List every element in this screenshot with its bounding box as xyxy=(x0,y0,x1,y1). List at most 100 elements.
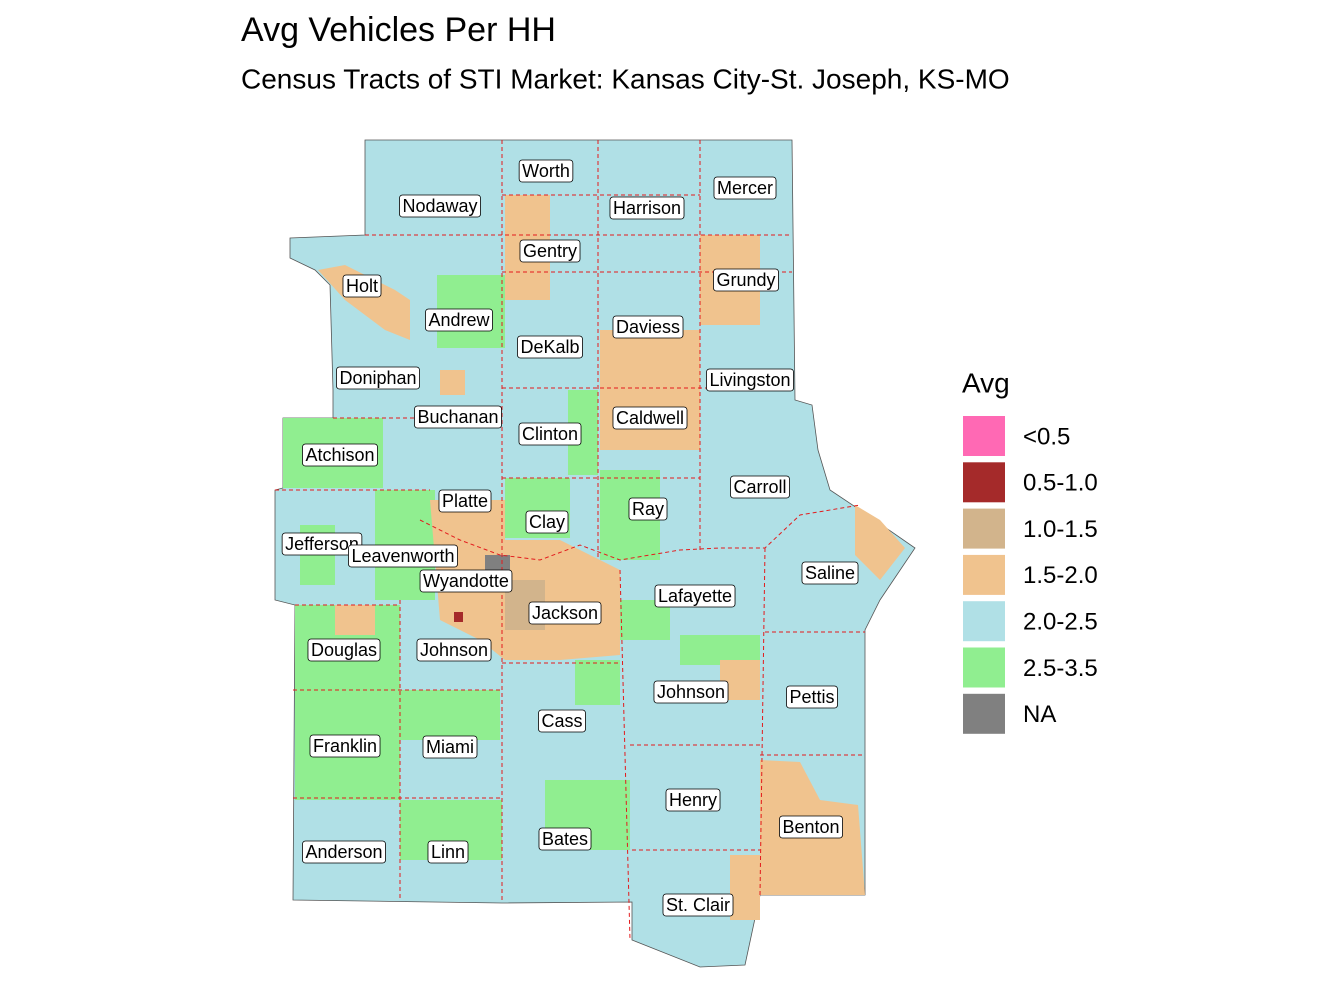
county-label-box xyxy=(518,422,582,446)
county-label-box xyxy=(713,176,777,200)
county-label: Lafayette xyxy=(658,586,732,606)
county-label: Clinton xyxy=(522,424,578,444)
county-label: Carroll xyxy=(733,477,786,497)
county-label: St. Clair xyxy=(666,895,730,915)
county-label: Benton xyxy=(782,817,839,837)
county-label-box xyxy=(348,544,458,568)
county-label: Caldwell xyxy=(616,408,684,428)
county-label-box xyxy=(713,268,779,292)
map: Worth Nodaway Harrison Mercer Gentry Holt Grun… xyxy=(274,139,916,968)
legend-label: 1.0-1.5 xyxy=(1023,516,1098,543)
county-label: Buchanan xyxy=(417,407,498,427)
tract-area xyxy=(600,330,700,450)
county-label-box xyxy=(342,274,382,298)
county-label-box xyxy=(336,366,420,390)
county-label-box xyxy=(309,734,381,758)
legend-label: 2.0-2.5 xyxy=(1023,609,1098,636)
legend-swatch xyxy=(963,462,1005,503)
tract-area xyxy=(855,505,905,580)
tract-area xyxy=(400,690,500,740)
county-label-box xyxy=(302,443,378,467)
county-label-box xyxy=(414,405,502,429)
county-label-box xyxy=(427,840,469,864)
county-label: Grundy xyxy=(716,270,775,290)
county-label: Leavenworth xyxy=(351,546,454,566)
county-label-box xyxy=(528,601,602,625)
tract-area xyxy=(454,612,463,622)
tract-area xyxy=(730,855,760,920)
tract-area xyxy=(335,605,375,635)
county-label-box xyxy=(517,335,583,359)
county-label: Miami xyxy=(426,737,474,757)
county-label-box xyxy=(518,159,574,183)
county-labels: Worth Nodaway Harrison Mercer Gentry Holt Grun… xyxy=(281,159,859,917)
county-label: Franklin xyxy=(313,736,377,756)
legend-swatch xyxy=(963,647,1005,688)
legend-swatch xyxy=(963,508,1005,549)
county-label-box xyxy=(730,475,790,499)
county-label-box xyxy=(612,315,684,339)
legend-label: <0.5 xyxy=(1023,423,1070,450)
county-label: Harrison xyxy=(613,198,681,218)
tract-area xyxy=(318,265,410,340)
county-label: Pettis xyxy=(789,687,834,707)
county-label: Gentry xyxy=(523,241,577,261)
county-label-box xyxy=(419,569,513,593)
legend: <0.5 0.5-1.0 1.0-1.5 1.5-2.0 2.0-2.5 2.5-3.5 N… xyxy=(963,416,1098,734)
county-label: Holt xyxy=(346,276,378,296)
legend-label: 1.5-2.0 xyxy=(1023,562,1098,589)
title: Avg Vehicles Per HH xyxy=(241,11,556,49)
county-label: Doniphan xyxy=(339,368,416,388)
county-label: Worth xyxy=(522,161,570,181)
county-label-box xyxy=(612,406,688,430)
legend-label: 0.5-1.0 xyxy=(1023,470,1098,497)
county-label: Anderson xyxy=(305,842,382,862)
county-label-box xyxy=(786,685,838,709)
county-label: Johnson xyxy=(657,682,725,702)
legend-swatch xyxy=(963,601,1005,642)
legend-swatch xyxy=(963,416,1005,456)
county-label: Linn xyxy=(431,842,465,862)
county-label-box xyxy=(416,638,492,662)
county-label-box xyxy=(706,368,794,392)
county-label-box xyxy=(653,680,729,704)
county-label: Andrew xyxy=(428,310,490,330)
county-label: Saline xyxy=(805,563,855,583)
legend-swatch xyxy=(963,554,1005,595)
county-label-box xyxy=(662,893,734,917)
county-label-box xyxy=(281,532,363,556)
county-label: Wyandotte xyxy=(423,571,509,591)
region xyxy=(274,139,916,968)
county-label: Nodaway xyxy=(402,196,477,216)
county-label-box xyxy=(438,489,492,513)
county-label: Johnson xyxy=(420,640,488,660)
county-label-box xyxy=(779,815,843,839)
county-label-box xyxy=(425,308,493,332)
county-label-box xyxy=(302,840,386,864)
county-label: Platte xyxy=(442,491,488,511)
county-label: Clay xyxy=(529,512,565,532)
county-label: Mercer xyxy=(717,178,773,198)
county-label: Livingston xyxy=(709,370,790,390)
legend-label: NA xyxy=(1023,701,1056,728)
subtitle: Census Tracts of STI Market: Kansas City… xyxy=(241,63,1010,94)
tract-area xyxy=(440,370,465,395)
county-label-box xyxy=(609,196,685,220)
county-label: Ray xyxy=(632,499,664,519)
county-label-box xyxy=(422,735,478,759)
county-label: Jefferson xyxy=(285,534,359,554)
county-label: Jackson xyxy=(532,603,598,623)
county-label-box xyxy=(538,827,592,851)
county-label-box xyxy=(525,510,569,534)
county-label-box xyxy=(399,194,481,218)
county-label-box xyxy=(628,497,668,521)
county-label: Atchison xyxy=(305,445,374,465)
county-label: Cass xyxy=(541,711,582,731)
legend-swatch xyxy=(963,693,1005,734)
tract-area xyxy=(575,660,620,705)
county-label-box xyxy=(307,638,381,662)
county-label: Douglas xyxy=(311,640,377,660)
county-label: DeKalb xyxy=(520,337,579,357)
legend-label: 2.5-3.5 xyxy=(1023,655,1098,682)
